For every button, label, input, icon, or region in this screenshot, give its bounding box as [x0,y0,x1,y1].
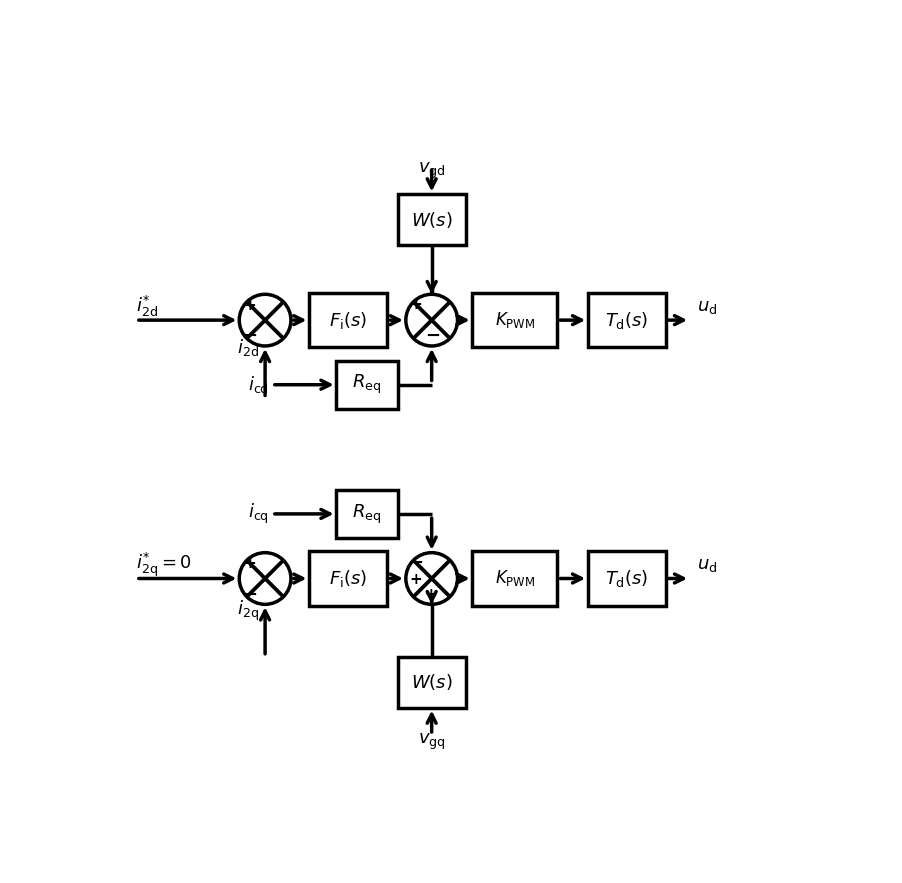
Text: −: − [426,327,440,345]
Text: $u_{\rm d}$: $u_{\rm d}$ [697,556,717,574]
Circle shape [406,294,457,346]
Bar [398,657,465,707]
Text: −: − [243,585,258,603]
Text: $i_{\rm cq}$: $i_{\rm cq}$ [248,502,269,526]
Text: $T_{\rm d}(s)$: $T_{\rm d}(s)$ [605,310,649,330]
Circle shape [406,553,457,604]
Text: $i_{\rm 2d}$: $i_{\rm 2d}$ [237,336,259,358]
Text: $i_{\rm 2q}$: $i_{\rm 2q}$ [237,599,259,623]
Text: $K_{\rm PWM}$: $K_{\rm PWM}$ [495,310,535,330]
Text: +: + [244,298,256,313]
Text: $R_{\rm eq}$: $R_{\rm eq}$ [353,374,382,396]
Circle shape [239,553,291,604]
Bar [309,293,388,347]
Text: $v_{\rm gq}$: $v_{\rm gq}$ [419,732,446,751]
Text: $R_{\rm eq}$: $R_{\rm eq}$ [353,502,382,525]
Bar [588,293,667,347]
Bar [473,551,557,606]
Text: $W(s)$: $W(s)$ [410,672,453,692]
Text: $T_{\rm d}(s)$: $T_{\rm d}(s)$ [605,568,649,589]
Text: $u_{\rm d}$: $u_{\rm d}$ [697,298,717,315]
Text: $i^{*}_{{\rm 2q}}=0$: $i^{*}_{{\rm 2q}}=0$ [136,551,191,579]
Bar [336,361,398,409]
Bar [398,194,465,245]
Text: +: + [410,298,422,312]
Text: +: + [244,556,256,571]
Bar [473,293,557,347]
Text: +: + [410,572,422,587]
Text: −: − [408,554,423,572]
Text: $K_{\rm PWM}$: $K_{\rm PWM}$ [495,569,535,588]
Text: $F_{\rm i}(s)$: $F_{\rm i}(s)$ [329,568,367,589]
Bar [309,551,388,606]
Text: $W(s)$: $W(s)$ [410,210,453,230]
Circle shape [239,294,291,346]
Bar [336,490,398,538]
Text: $i^{*}_{{\rm 2d}}$: $i^{*}_{{\rm 2d}}$ [136,294,158,319]
Text: $v_{\rm gd}$: $v_{\rm gd}$ [419,161,446,181]
Text: −: − [243,327,258,345]
Text: +: + [424,587,437,602]
Text: $F_{\rm i}(s)$: $F_{\rm i}(s)$ [329,310,367,330]
Text: $i_{\rm cd}$: $i_{\rm cd}$ [248,374,269,396]
Bar [588,551,667,606]
